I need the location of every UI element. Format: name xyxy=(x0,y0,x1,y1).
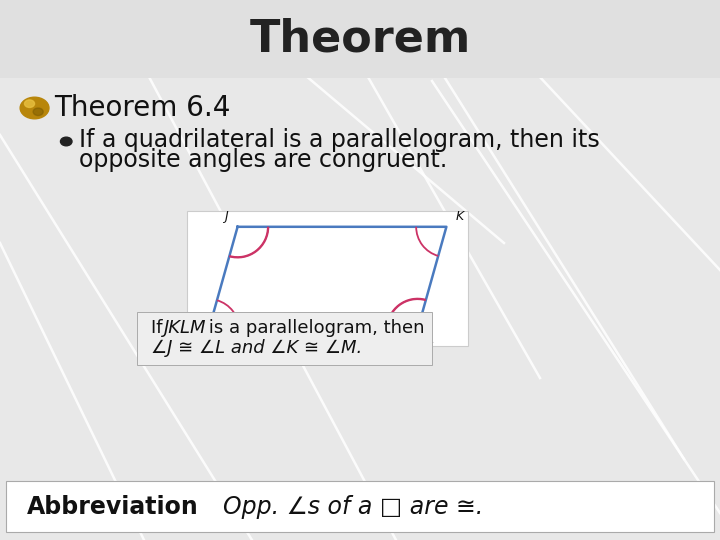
Circle shape xyxy=(20,97,49,119)
Text: J: J xyxy=(225,210,228,224)
Text: Theorem 6.4: Theorem 6.4 xyxy=(54,94,230,122)
Text: opposite angles are congruent.: opposite angles are congruent. xyxy=(79,148,447,172)
Text: Abbreviation: Abbreviation xyxy=(27,495,199,518)
FancyBboxPatch shape xyxy=(6,481,714,532)
FancyBboxPatch shape xyxy=(187,211,468,346)
Circle shape xyxy=(33,108,43,116)
Text: JKLM: JKLM xyxy=(164,319,207,336)
FancyBboxPatch shape xyxy=(137,312,432,364)
Text: ∠J ≅ ∠L and ∠K ≅ ∠M.: ∠J ≅ ∠L and ∠K ≅ ∠M. xyxy=(151,340,362,357)
Text: L: L xyxy=(427,333,434,346)
Circle shape xyxy=(60,137,72,146)
Text: If a quadrilateral is a parallelogram, then its: If a quadrilateral is a parallelogram, t… xyxy=(79,129,600,152)
Text: If: If xyxy=(151,319,168,336)
Text: K: K xyxy=(456,210,464,224)
Bar xyxy=(0,0,720,78)
Text: Theorem: Theorem xyxy=(249,17,471,60)
Text: M: M xyxy=(189,333,199,346)
Text: Opp. ∠s of a □ are ≅.: Opp. ∠s of a □ are ≅. xyxy=(223,495,483,518)
Text: is a parallelogram, then: is a parallelogram, then xyxy=(203,319,425,336)
Circle shape xyxy=(24,100,35,107)
